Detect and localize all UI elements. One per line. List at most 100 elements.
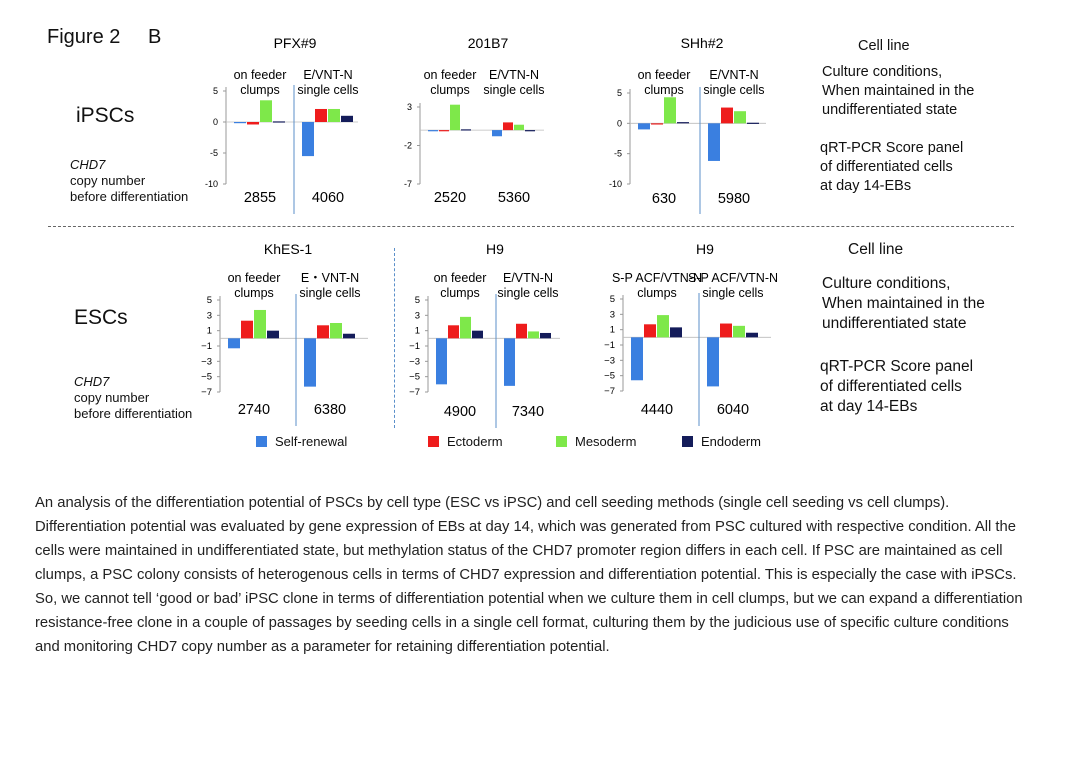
side-cell-line-ipsc: Cell line [858, 38, 910, 54]
figure-panel-letter: B [148, 26, 162, 48]
bar-mesoderm [528, 331, 539, 339]
legend-item: Self-renewal [256, 434, 347, 449]
chd7-desc2-esc: before differentiation [74, 406, 193, 421]
y-tick-label: 3 [407, 102, 412, 112]
row-label-esc: ESCs [74, 306, 128, 329]
y-tick-label: −1 [604, 340, 615, 351]
legend: Self-renewal Ectoderm Mesoderm Endoderm [256, 434, 816, 454]
side-qrt-ipsc: qRT-PCR Score panel of differentiated ce… [820, 139, 963, 196]
y-tick-label: 5 [207, 295, 212, 306]
y-tick-label: −3 [201, 356, 212, 367]
bar-mesoderm [733, 325, 745, 338]
y-tick-label: 0 [213, 117, 218, 127]
bar-ectoderm [503, 122, 513, 131]
side-cond-line: When maintained in the [822, 83, 975, 99]
group-label: on feeder [638, 68, 691, 82]
y-tick-label: 5 [213, 86, 218, 96]
y-tick-label: 0 [617, 118, 622, 128]
bar-mesoderm [657, 315, 669, 338]
bar-ectoderm [241, 320, 253, 339]
side-cond-line: undifferentiated state [822, 102, 958, 118]
chd7-label-esc: CHD7 copy number before differentiation [74, 374, 192, 422]
legend-swatch [682, 436, 693, 447]
bar-self-renewal [228, 338, 240, 349]
legend-label: Self-renewal [275, 434, 348, 449]
chd7-label-ipsc: CHD7 copy number before differentiation [70, 157, 188, 205]
y-tick-label: 3 [415, 310, 420, 321]
figure-title: Figure 2 [47, 26, 121, 48]
side-qrt-esc: qRT-PCR Score panel of differentiated ce… [820, 357, 973, 417]
bar-mesoderm [330, 323, 342, 339]
bar-mesoderm [664, 97, 676, 124]
y-tick-label: -5 [210, 148, 218, 158]
bar-ectoderm [720, 323, 732, 338]
copy-number-label: 4060 [312, 190, 344, 206]
group-label: single cells [497, 286, 558, 300]
chart-title: SHh#2 [681, 35, 724, 51]
side-conditions-ipsc: Culture conditions, When maintained in t… [822, 63, 974, 120]
chd7-gene-ipsc: CHD7 [70, 157, 106, 172]
bar-ectoderm [516, 323, 527, 339]
group-label: clumps [644, 83, 684, 97]
copy-number-label: 2855 [244, 190, 276, 206]
bar-self-renewal [707, 337, 719, 387]
bar-endoderm [472, 330, 483, 339]
y-tick-label: -10 [205, 179, 218, 189]
bar-self-renewal [428, 130, 438, 132]
group-label: S-P ACF/VTN-N [688, 271, 778, 285]
bar-mesoderm [328, 108, 340, 122]
copy-number-label: 4440 [641, 402, 673, 418]
group-label: on feeder [424, 68, 477, 82]
copy-number-label: 5360 [498, 190, 530, 206]
y-tick-label: −3 [409, 356, 420, 367]
group-label: clumps [240, 83, 280, 97]
side-qrt-line: qRT-PCR Score panel [820, 358, 974, 375]
y-tick-label: −7 [604, 386, 615, 397]
group-label: on feeder [434, 271, 487, 285]
bar-endoderm [746, 332, 758, 338]
bar-self-renewal [234, 122, 246, 124]
y-tick-label: −5 [201, 372, 212, 383]
row-label-ipsc: iPSCs [76, 104, 135, 127]
legend-item: Endoderm [682, 434, 761, 449]
row-separator [48, 226, 1014, 227]
y-tick-label: −7 [409, 387, 420, 398]
bar-endoderm [677, 122, 689, 124]
legend-swatch [428, 436, 439, 447]
copy-number-label: 2520 [434, 190, 466, 206]
chart-title: H9 [486, 241, 504, 257]
copy-number-label: 6040 [717, 402, 749, 418]
legend-item: Mesoderm [556, 434, 636, 449]
side-cond-line: undifferentiated state [822, 315, 967, 332]
group-label: clumps [440, 286, 480, 300]
copy-number-label: 7340 [512, 404, 544, 420]
copy-number-label: 5980 [718, 191, 750, 207]
legend-swatch [556, 436, 567, 447]
y-tick-label: 5 [415, 295, 420, 306]
bar-mesoderm [260, 100, 272, 122]
bar-endoderm [461, 129, 471, 131]
side-cond-line: Culture conditions, [822, 64, 943, 80]
bar-self-renewal [638, 123, 650, 130]
chd7-desc-esc: copy number [74, 390, 150, 405]
group-label: E・VNT-N [301, 271, 359, 285]
bar-self-renewal [302, 122, 314, 157]
side-cell-line-esc: Cell line [848, 241, 904, 258]
side-qrt-line: at day 14-EBs [820, 398, 918, 415]
bar-endoderm [343, 333, 355, 339]
bar-self-renewal [708, 123, 720, 161]
chart-title: 201B7 [468, 35, 509, 51]
side-cond-line: Culture conditions, [822, 275, 951, 292]
chd7-gene-esc: CHD7 [74, 374, 110, 389]
side-qrt-line: qRT-PCR Score panel [820, 140, 964, 156]
group-label: on feeder [228, 271, 281, 285]
copy-number-label: 4900 [444, 404, 476, 420]
group-label: E/VNT-N [303, 68, 352, 82]
y-tick-label: -5 [614, 149, 622, 159]
bar-endoderm [267, 330, 279, 339]
y-tick-label: 1 [415, 326, 420, 337]
bar-ectoderm [247, 122, 259, 125]
